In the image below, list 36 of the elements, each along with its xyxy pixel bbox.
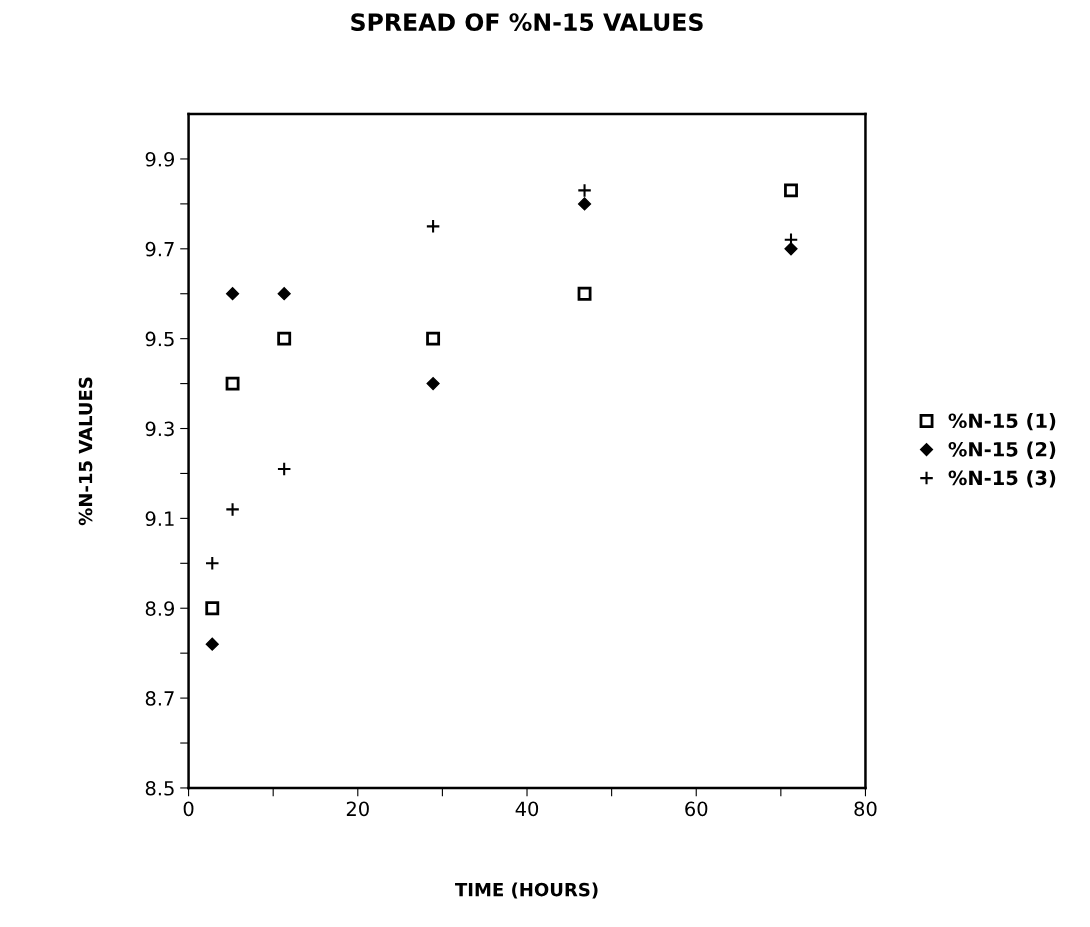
x-tick-label: 80 bbox=[854, 801, 877, 817]
chart-title: SPREAD OF %N-15 VALUES bbox=[351, 13, 703, 32]
x-tick-label: 60 bbox=[685, 801, 708, 817]
point bbox=[425, 219, 441, 234]
x-axis-title: TIME (HOURS) bbox=[455, 882, 598, 899]
point bbox=[225, 502, 240, 517]
point bbox=[204, 556, 220, 571]
legend-label: %N-15 (3) bbox=[948, 470, 1056, 488]
point bbox=[426, 377, 440, 391]
x-tick-label: 40 bbox=[515, 801, 539, 817]
y-tick-label: 9.9 bbox=[145, 151, 175, 167]
y-tick-label: 8.5 bbox=[145, 780, 174, 796]
y-tick-label: 9.7 bbox=[145, 241, 174, 257]
legend-label: %N-15 (1) bbox=[948, 413, 1056, 431]
point bbox=[277, 331, 292, 346]
point bbox=[784, 183, 798, 198]
point bbox=[205, 637, 219, 651]
point bbox=[225, 376, 240, 391]
point bbox=[577, 197, 592, 211]
y-tick-label: 9.5 bbox=[145, 331, 174, 347]
point bbox=[577, 286, 592, 301]
x-tick-label: 20 bbox=[346, 801, 369, 817]
y-tick-label: 9.3 bbox=[145, 421, 174, 437]
y-axis-title: %N-15 VALUES bbox=[78, 377, 93, 526]
x-tick-label: 0 bbox=[183, 801, 194, 817]
point bbox=[277, 287, 291, 301]
point bbox=[225, 287, 240, 301]
point bbox=[205, 601, 220, 616]
point bbox=[426, 331, 441, 346]
y-tick-label: 8.7 bbox=[145, 691, 174, 706]
point bbox=[784, 242, 798, 256]
y-tick-label: 8.9 bbox=[145, 601, 175, 616]
point bbox=[577, 183, 592, 198]
point bbox=[276, 461, 292, 477]
legend-label: %N-15 (2) bbox=[948, 441, 1056, 459]
y-tick-label: 9.1 bbox=[145, 511, 174, 527]
